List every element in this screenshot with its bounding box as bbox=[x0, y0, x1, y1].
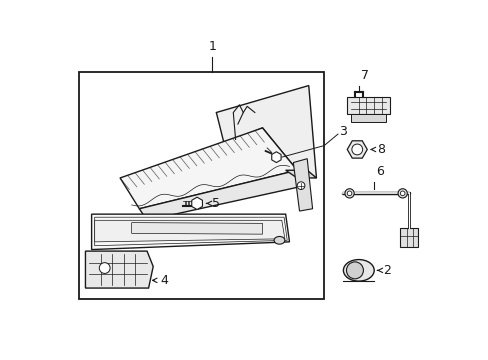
Polygon shape bbox=[216, 86, 316, 178]
Polygon shape bbox=[85, 251, 153, 288]
Text: 7: 7 bbox=[360, 69, 368, 82]
Text: 8: 8 bbox=[377, 143, 385, 156]
Text: 5: 5 bbox=[212, 197, 220, 210]
Text: 2: 2 bbox=[383, 264, 390, 277]
Circle shape bbox=[344, 189, 353, 198]
Polygon shape bbox=[293, 159, 312, 211]
Polygon shape bbox=[285, 170, 316, 178]
Circle shape bbox=[397, 189, 407, 198]
Polygon shape bbox=[271, 152, 281, 163]
Polygon shape bbox=[346, 141, 366, 158]
Polygon shape bbox=[120, 128, 297, 209]
Ellipse shape bbox=[274, 237, 285, 244]
Polygon shape bbox=[399, 228, 417, 247]
Circle shape bbox=[351, 144, 362, 155]
Polygon shape bbox=[131, 222, 262, 234]
Polygon shape bbox=[139, 170, 305, 220]
Text: 4: 4 bbox=[160, 274, 168, 287]
Circle shape bbox=[297, 182, 305, 189]
Circle shape bbox=[400, 191, 404, 195]
Bar bbox=[79, 72, 324, 299]
Circle shape bbox=[346, 191, 351, 195]
Polygon shape bbox=[95, 220, 285, 242]
Ellipse shape bbox=[343, 260, 373, 281]
Text: 3: 3 bbox=[339, 125, 346, 138]
Polygon shape bbox=[191, 197, 202, 210]
Bar bbox=[350, 114, 385, 122]
Ellipse shape bbox=[346, 262, 363, 279]
Polygon shape bbox=[91, 214, 289, 249]
Circle shape bbox=[99, 263, 110, 274]
Text: 6: 6 bbox=[375, 165, 383, 178]
Bar bbox=[346, 97, 389, 114]
Text: 1: 1 bbox=[208, 40, 216, 53]
